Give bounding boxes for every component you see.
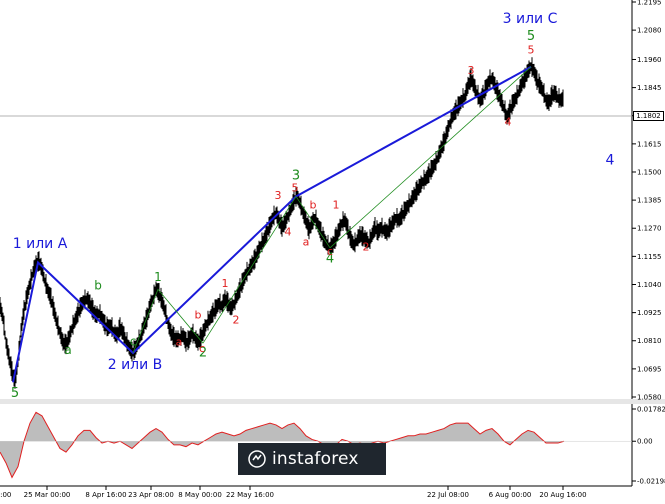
- time-tick-label: 23 Apr 08:00: [128, 491, 174, 499]
- time-tick-label: 22 Jul 08:00: [427, 491, 469, 499]
- wave-labels: 1 или A2 или B3 или C455342abc1534534bac…: [11, 11, 615, 401]
- price-tick-label: 1.1385: [637, 197, 662, 205]
- time-tick-label: 25 Mar 00:00: [24, 491, 71, 499]
- time-tick-label: 22 May 16:00: [226, 491, 274, 499]
- watermark: instaforex: [238, 443, 386, 475]
- price-tick-label: 1.2195: [637, 0, 662, 7]
- price-axis-ticks: 1.21951.20801.19601.18451.17301.16151.15…: [632, 0, 662, 402]
- time-tick-label: 8 Apr 16:00: [85, 491, 126, 499]
- oscillator-tick-label: 0.01782: [637, 406, 665, 414]
- panel-separator[interactable]: [0, 399, 665, 404]
- oscillator-panel: [0, 411, 632, 479]
- wave-label: 5: [528, 43, 535, 56]
- price-tick-label: 1.0925: [637, 309, 662, 317]
- oscillator-tick-label: 0.00: [637, 438, 653, 446]
- wave-label: 3: [275, 189, 282, 202]
- wave-label: 5: [292, 182, 299, 195]
- oscillator-axis-ticks: 0.01782 0.00 -0.02198: [632, 406, 665, 486]
- wave-label: 2: [363, 240, 370, 253]
- wave-label: 3 или C: [503, 11, 558, 27]
- price-tick-label: 1.0810: [637, 337, 662, 345]
- price-tick-label: 1.1500: [637, 168, 662, 176]
- wave-label: 1: [333, 199, 340, 212]
- wave-label: 4: [326, 251, 334, 266]
- green-wave-line: [202, 195, 331, 344]
- wave-label: b: [310, 199, 317, 212]
- price-tick-label: 1.1155: [637, 253, 662, 261]
- wave-label: 5: [11, 386, 19, 401]
- wave-label: 2 или B: [108, 357, 163, 373]
- wave-label: 4: [285, 226, 292, 239]
- instaforex-logo-icon: [248, 450, 266, 468]
- price-tick-label: 1.2080: [637, 27, 662, 35]
- price-tick-label: 1.1845: [637, 84, 662, 92]
- wave-label: 2: [233, 314, 240, 327]
- price-tick-label: 1.0580: [637, 394, 662, 402]
- price-tick-label: 1.1960: [637, 56, 662, 64]
- price-tick-label: 1.1615: [637, 140, 662, 148]
- wave-lines: [12, 65, 532, 383]
- wave-label: 3: [292, 168, 300, 183]
- time-tick-label: 11 Mar 08:00: [0, 491, 11, 499]
- price-series: [0, 57, 564, 389]
- price-tick-label: 1.0695: [637, 365, 662, 373]
- wave-label: c: [130, 335, 137, 349]
- current-price-label: 1.1802: [633, 111, 664, 121]
- wave-label: a: [176, 336, 183, 349]
- wave-label: a: [64, 343, 71, 357]
- wave-label: 4: [606, 153, 615, 169]
- wave-label: c: [327, 245, 333, 258]
- time-tick-label: 20 Aug 16:00: [539, 491, 586, 499]
- green-wave-line: [132, 288, 204, 354]
- oscillator-signal-line: [0, 411, 565, 479]
- green-wave-line: [329, 66, 532, 249]
- watermark-text: instaforex: [272, 449, 359, 469]
- wave-label: c: [199, 342, 205, 355]
- oscillator-tick-label: -0.02198: [637, 478, 665, 486]
- wave-label: b: [195, 309, 202, 322]
- price-tick-label: 1.1040: [637, 281, 662, 289]
- wave-label: 1: [222, 277, 229, 290]
- wave-label: 3: [468, 64, 475, 77]
- time-tick-label: 8 May 00:00: [178, 491, 222, 499]
- wave-label: 5: [527, 29, 535, 44]
- wave-label: a: [303, 235, 310, 248]
- wave-label: 1 или A: [13, 236, 68, 252]
- wave-label: 2: [199, 346, 207, 361]
- wave-label: 4: [505, 116, 512, 129]
- time-tick-label: 6 Aug 00:00: [489, 491, 532, 499]
- wave-label: 1: [154, 270, 162, 284]
- wave-label: b: [94, 278, 102, 292]
- price-tick-label: 1.1270: [637, 225, 662, 233]
